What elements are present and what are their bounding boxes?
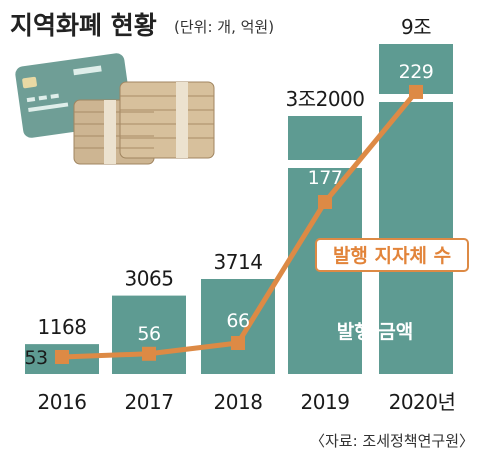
count-marker: [142, 346, 156, 361]
bar-2017: [112, 295, 186, 374]
count-marker: [55, 350, 69, 364]
year-tick-label: 2018: [214, 390, 263, 414]
bar-value-label: 9조: [401, 15, 431, 39]
count-value-label: 66: [226, 310, 249, 332]
year-tick-label: 2017: [125, 390, 174, 414]
count-value-label: 177: [308, 167, 343, 189]
bar-value-label: 1168: [38, 315, 87, 339]
year-tick-label: 2019: [301, 390, 350, 414]
legend-count: 발행 지자체 수: [315, 238, 469, 272]
bar-2018: [201, 279, 275, 374]
count-marker: [409, 84, 423, 99]
legend-count-label: 발행 지자체 수: [333, 245, 451, 267]
card-and-cash-illustration: [15, 53, 215, 165]
cash-bundle-icon: [73, 81, 215, 165]
source-note: 〈자료: 조세정책연구원〉: [310, 432, 474, 450]
axis-break-gap: [287, 160, 363, 168]
count-value-label: 53: [24, 347, 47, 369]
chart-title: 지역화폐 현황: [10, 11, 157, 40]
count-marker: [231, 336, 245, 350]
legend-amount-label: 발행 금액: [337, 321, 414, 343]
bar-value-label: 3714: [214, 250, 263, 274]
count-value-label: 229: [399, 61, 434, 83]
count-marker: [318, 195, 332, 209]
bar-value-label: 3065: [125, 267, 174, 291]
count-value-label: 56: [137, 323, 160, 345]
year-tick-label: 2016: [38, 390, 87, 414]
unit-label: (단위: 개, 억원): [174, 18, 274, 36]
bar-value-label: 3조2000: [285, 87, 364, 111]
year-tick-label: 2020년: [389, 390, 456, 414]
